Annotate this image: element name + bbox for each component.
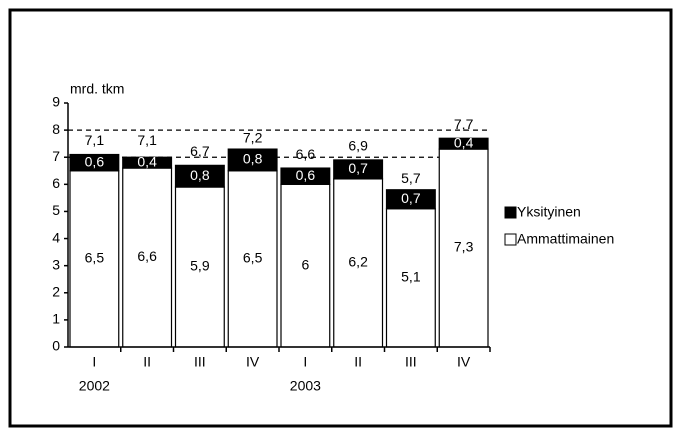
year-label: 2002 (79, 378, 110, 394)
total-label: 7,7 (454, 116, 474, 132)
value-label: 0,4 (454, 134, 474, 150)
value-label: 7,3 (454, 239, 474, 255)
value-label: 6,2 (348, 254, 368, 270)
x-tick-label: III (405, 354, 417, 370)
bar-segment (174, 164, 225, 188)
value-label: 0,4 (137, 153, 157, 169)
y-tick-label: 5 (52, 202, 60, 218)
value-label: 0,6 (296, 167, 316, 183)
y-axis-label: mrd. tkm (70, 81, 124, 97)
y-tick-label: 9 (52, 94, 60, 110)
total-label: 6,7 (190, 143, 210, 159)
value-label: 0,7 (401, 190, 421, 206)
bar-segment (333, 159, 384, 180)
total-label: 6,6 (296, 146, 316, 162)
legend-label: Yksityinen (517, 204, 581, 220)
bar-segment (122, 156, 173, 169)
y-tick-label: 4 (52, 229, 60, 245)
bar-segment (385, 189, 436, 210)
legend-swatch (504, 206, 517, 219)
legend-label: Ammattimainen (517, 231, 614, 247)
bar-segment (69, 170, 120, 348)
bar-segment (280, 183, 331, 348)
x-tick-label: II (354, 354, 362, 370)
bar-segment (227, 148, 278, 172)
total-label: 6,9 (348, 138, 368, 154)
year-label: 2003 (290, 378, 321, 394)
bar-segment (227, 170, 278, 348)
bar-segment (174, 186, 225, 348)
x-tick-label: IV (246, 354, 260, 370)
y-tick-label: 1 (52, 311, 60, 327)
value-label: 5,9 (190, 258, 210, 274)
x-tick-label: IV (457, 354, 471, 370)
total-label: 5,7 (401, 170, 421, 186)
value-label: 6 (301, 256, 309, 272)
total-label: 7,2 (243, 130, 263, 146)
value-label: 6,6 (137, 248, 157, 264)
total-label: 7,1 (137, 132, 157, 148)
value-label: 5,1 (401, 269, 421, 285)
value-label: 0,7 (348, 160, 368, 176)
legend-swatch (504, 233, 517, 246)
x-tick-label: III (194, 354, 206, 370)
y-tick-label: 0 (52, 338, 60, 354)
bar-segment (122, 167, 173, 348)
bar-segment (280, 167, 331, 185)
y-tick-label: 2 (52, 283, 60, 299)
bar-segment (438, 137, 489, 150)
value-label: 0,8 (190, 167, 210, 183)
value-label: 0,6 (85, 153, 105, 169)
value-label: 6,5 (243, 250, 263, 266)
y-tick-label: 6 (52, 175, 60, 191)
value-label: 6,5 (85, 250, 105, 266)
x-tick-label: I (92, 354, 96, 370)
x-tick-label: II (143, 354, 151, 370)
bar-segment (69, 153, 120, 172)
y-tick-label: 8 (52, 121, 60, 137)
y-tick-label: 7 (52, 148, 60, 164)
y-tick-label: 3 (52, 256, 60, 272)
value-label: 0,8 (243, 151, 263, 167)
x-tick-label: I (303, 354, 307, 370)
total-label: 7,1 (85, 132, 105, 148)
